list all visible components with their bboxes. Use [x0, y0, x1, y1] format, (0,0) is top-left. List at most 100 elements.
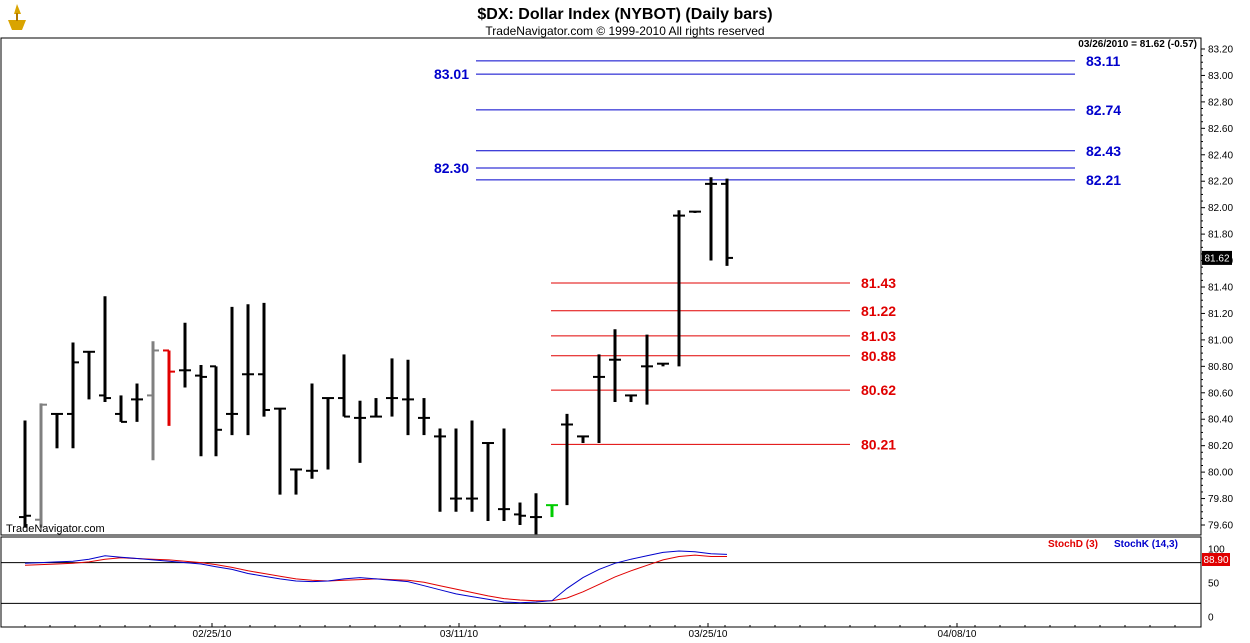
price-bar	[338, 354, 350, 418]
price-bar	[705, 177, 717, 261]
price-bar	[530, 493, 542, 535]
stoch-k-line	[24, 550, 728, 604]
blue-level-label: 82.43	[1086, 143, 1121, 159]
price-tick-label: 83.00	[1208, 71, 1233, 82]
price-tick-label: 80.00	[1208, 468, 1233, 479]
price-axis: 83.20 83.00 82.80 82.60 82.40 82.20 82.00 81.80…	[1201, 45, 1233, 532]
price-tick-label: 81.20	[1208, 309, 1233, 320]
stoch-tick-label: 50	[1208, 579, 1220, 590]
chart-title: $DX: Dollar Index (NYBOT) (Daily bars)	[477, 6, 772, 23]
price-bar	[354, 400, 366, 463]
blue-level-label: 82.30	[434, 160, 469, 176]
price-bar	[242, 304, 254, 436]
date-tick-label: 03/25/10	[689, 629, 728, 640]
red-level-label: 81.22	[861, 303, 896, 319]
price-bar	[258, 302, 270, 417]
red-level-label: 81.03	[861, 328, 896, 344]
stoch-tick-label: 100	[1208, 545, 1225, 556]
price-bar	[210, 365, 222, 457]
price-bar	[609, 329, 621, 403]
svg-text:88.90: 88.90	[1203, 555, 1228, 566]
red-retracement-levels: 81.43 81.22 81.03 80.88 80.62 80.21	[551, 275, 896, 452]
price-bar	[83, 350, 95, 400]
blue-level-label: 83.01	[434, 66, 469, 82]
price-bar	[498, 428, 510, 522]
date-axis: 02/25/10 03/11/10 03/25/10 04/08/10	[24, 623, 1176, 640]
price-tick-label: 81.00	[1208, 335, 1233, 346]
date-tick-label: 02/25/10	[193, 629, 232, 640]
price-bar	[689, 210, 701, 213]
last-price-readout: 03/26/2010 = 81.62 (-0.57)	[1078, 39, 1197, 50]
price-bar	[625, 394, 637, 403]
price-tick-label: 80.40	[1208, 415, 1233, 426]
price-bar	[561, 413, 573, 506]
price-tick-label: 80.20	[1208, 441, 1233, 452]
stoch-d-legend: StochD (3)	[1048, 539, 1098, 550]
red-level-label: 80.21	[861, 436, 896, 452]
price-bar	[290, 468, 302, 495]
price-bars	[19, 177, 733, 535]
price-tick-label: 80.60	[1208, 388, 1233, 399]
price-bar	[67, 342, 79, 449]
price-tick-label: 83.20	[1208, 45, 1233, 56]
price-bar	[721, 178, 733, 266]
price-bar	[51, 412, 63, 449]
watermark: TradeNavigator.com	[6, 523, 105, 535]
blue-level-label: 82.74	[1086, 102, 1121, 118]
price-bar	[274, 407, 286, 495]
price-bar	[147, 341, 159, 461]
price-tick-label: 82.80	[1208, 97, 1233, 108]
red-level-label: 80.62	[861, 382, 896, 398]
price-tick-label: 81.80	[1208, 230, 1233, 241]
price-tick-label: 79.80	[1208, 494, 1233, 505]
price-bar	[35, 403, 47, 528]
price-tick-label: 80.80	[1208, 362, 1233, 373]
red-level-label: 81.43	[861, 275, 896, 291]
stoch-last-tag: 88.90	[1202, 553, 1230, 566]
price-bar	[593, 354, 605, 444]
price-tick-label: 81.40	[1208, 283, 1233, 294]
svg-text:81.62: 81.62	[1204, 253, 1229, 264]
price-tick-label: 82.20	[1208, 177, 1233, 188]
blue-level-label: 83.11	[1086, 53, 1120, 69]
blue-extension-levels: 83.11 83.01 82.74 82.43 82.30 82.21	[434, 53, 1121, 188]
price-tick-label: 82.00	[1208, 203, 1233, 214]
price-bar	[657, 362, 669, 367]
price-bar	[482, 442, 494, 522]
price-bar	[115, 395, 127, 423]
price-bar	[386, 358, 398, 417]
price-tick-label: 82.60	[1208, 124, 1233, 135]
price-bar	[226, 306, 238, 436]
price-bar	[19, 420, 31, 528]
price-tick-label: 82.40	[1208, 150, 1233, 161]
price-bar	[402, 359, 414, 436]
price-bar	[450, 428, 462, 512]
price-bar	[306, 383, 318, 479]
stochastic-panel-frame	[0, 536, 1202, 628]
date-tick-label: 04/08/10	[938, 629, 977, 640]
price-bar	[577, 435, 589, 444]
price-bar	[466, 420, 478, 512]
price-bar	[418, 398, 430, 436]
blue-level-label: 82.21	[1086, 172, 1121, 188]
chart-subtitle: TradeNavigator.com © 1999-2010 All right…	[485, 24, 764, 38]
price-bar	[434, 428, 446, 512]
last-price-tag: 81.62	[1202, 250, 1232, 265]
price-bar	[163, 349, 175, 426]
price-bar	[514, 502, 526, 525]
price-bar	[99, 296, 111, 403]
price-bar	[131, 383, 143, 422]
price-bar	[546, 504, 558, 518]
price-bar	[195, 365, 207, 457]
price-bar	[673, 210, 685, 367]
price-bar	[322, 397, 334, 470]
price-tick-label: 79.60	[1208, 521, 1233, 532]
price-bar	[179, 322, 191, 388]
price-bar	[641, 334, 653, 405]
stoch-tick-label: 0	[1208, 613, 1214, 624]
date-tick-label: 03/11/10	[440, 629, 479, 640]
red-level-label: 80.88	[861, 348, 896, 364]
trade-navigator-logo-icon	[4, 2, 30, 34]
